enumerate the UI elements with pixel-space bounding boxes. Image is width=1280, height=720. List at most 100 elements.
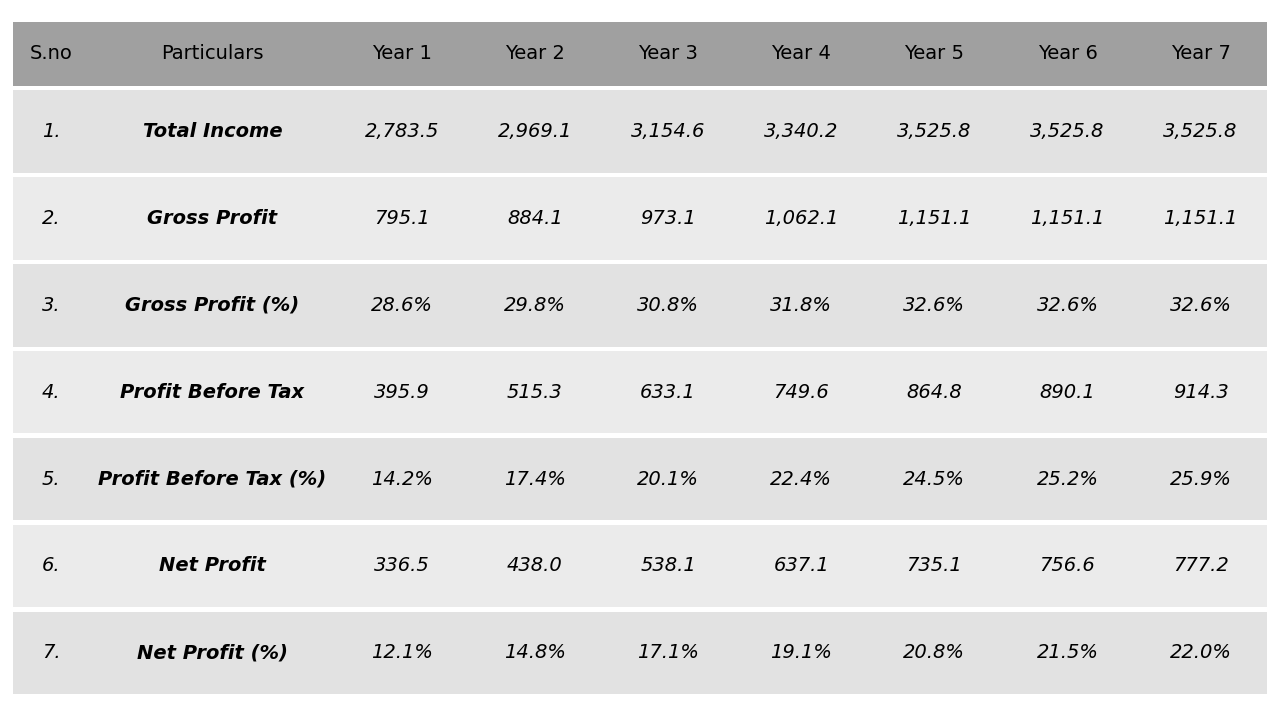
Text: 1,151.1: 1,151.1 (1030, 209, 1105, 228)
Bar (1134, 90, 1267, 173)
Text: Net Profit (%): Net Profit (%) (137, 643, 288, 662)
Text: 14.2%: 14.2% (371, 469, 433, 489)
Text: 14.8%: 14.8% (504, 643, 566, 662)
Text: Gross Profit: Gross Profit (147, 209, 278, 228)
Bar (1001, 438, 1134, 521)
Bar (868, 525, 1001, 607)
Text: Year 5: Year 5 (905, 44, 964, 63)
Text: 20.8%: 20.8% (904, 643, 965, 662)
Bar (735, 177, 868, 260)
Text: Year 4: Year 4 (772, 44, 831, 63)
Bar (602, 525, 735, 607)
Bar (335, 177, 468, 260)
Bar (602, 264, 735, 346)
Bar (13, 351, 90, 433)
Bar (1134, 525, 1267, 607)
Text: 914.3: 914.3 (1172, 382, 1229, 402)
Text: 3,525.8: 3,525.8 (1164, 122, 1238, 141)
Bar (1001, 177, 1134, 260)
Bar (90, 611, 335, 694)
Bar (13, 438, 90, 521)
Bar (735, 264, 868, 346)
Text: Profit Before Tax: Profit Before Tax (120, 382, 305, 402)
Bar (468, 177, 602, 260)
Bar (468, 264, 602, 346)
Bar (1134, 611, 1267, 694)
Text: 395.9: 395.9 (374, 382, 430, 402)
Text: Gross Profit (%): Gross Profit (%) (125, 296, 300, 315)
Bar (602, 438, 735, 521)
Bar (735, 351, 868, 433)
Text: 19.1%: 19.1% (771, 643, 832, 662)
Text: 890.1: 890.1 (1039, 382, 1096, 402)
Text: 1,062.1: 1,062.1 (764, 209, 838, 228)
Text: Year 7: Year 7 (1171, 44, 1230, 63)
Bar (13, 177, 90, 260)
Text: 973.1: 973.1 (640, 209, 696, 228)
Bar (468, 351, 602, 433)
Bar (735, 611, 868, 694)
Text: 32.6%: 32.6% (904, 296, 965, 315)
Text: 438.0: 438.0 (507, 557, 563, 575)
Text: 633.1: 633.1 (640, 382, 696, 402)
Bar (1134, 438, 1267, 521)
Text: 30.8%: 30.8% (637, 296, 699, 315)
Bar (335, 90, 468, 173)
Text: 777.2: 777.2 (1172, 557, 1229, 575)
Text: 22.0%: 22.0% (1170, 643, 1231, 662)
Text: 1.: 1. (42, 122, 60, 141)
Bar (90, 264, 335, 346)
Bar (468, 438, 602, 521)
Bar (1134, 264, 1267, 346)
Bar (1001, 264, 1134, 346)
Bar (602, 611, 735, 694)
Text: Particulars: Particulars (161, 44, 264, 63)
Text: Year 3: Year 3 (639, 44, 698, 63)
Bar (868, 351, 1001, 433)
Bar (90, 177, 335, 260)
Text: 12.1%: 12.1% (371, 643, 433, 662)
Text: 3,340.2: 3,340.2 (764, 122, 838, 141)
Bar (468, 611, 602, 694)
Text: 4.: 4. (42, 382, 60, 402)
Bar (868, 611, 1001, 694)
Text: 25.2%: 25.2% (1037, 469, 1098, 489)
Bar (335, 351, 468, 433)
Text: Profit Before Tax (%): Profit Before Tax (%) (99, 469, 326, 489)
Bar (13, 525, 90, 607)
Text: 21.5%: 21.5% (1037, 643, 1098, 662)
Bar (1134, 22, 1267, 86)
Bar (868, 438, 1001, 521)
Text: 17.1%: 17.1% (637, 643, 699, 662)
Bar (602, 22, 735, 86)
Text: 2,969.1: 2,969.1 (498, 122, 572, 141)
Bar (13, 611, 90, 694)
Bar (1001, 611, 1134, 694)
Text: Year 2: Year 2 (504, 44, 564, 63)
Bar (90, 22, 335, 86)
Text: 3,525.8: 3,525.8 (897, 122, 972, 141)
Bar (468, 525, 602, 607)
Text: 884.1: 884.1 (507, 209, 563, 228)
Text: 22.4%: 22.4% (771, 469, 832, 489)
Bar (90, 351, 335, 433)
Bar (90, 438, 335, 521)
Text: 6.: 6. (42, 557, 60, 575)
Bar (13, 264, 90, 346)
Text: S.no: S.no (29, 44, 73, 63)
Text: 3.: 3. (42, 296, 60, 315)
Text: 336.5: 336.5 (374, 557, 430, 575)
Bar (335, 525, 468, 607)
Bar (468, 22, 602, 86)
Bar (735, 22, 868, 86)
Text: 735.1: 735.1 (906, 557, 963, 575)
Bar (335, 264, 468, 346)
Text: 1,151.1: 1,151.1 (1164, 209, 1238, 228)
Text: 25.9%: 25.9% (1170, 469, 1231, 489)
Text: Year 6: Year 6 (1038, 44, 1097, 63)
Text: 637.1: 637.1 (773, 557, 829, 575)
Bar (868, 177, 1001, 260)
Bar (1134, 351, 1267, 433)
Text: 3,525.8: 3,525.8 (1030, 122, 1105, 141)
Bar (868, 264, 1001, 346)
